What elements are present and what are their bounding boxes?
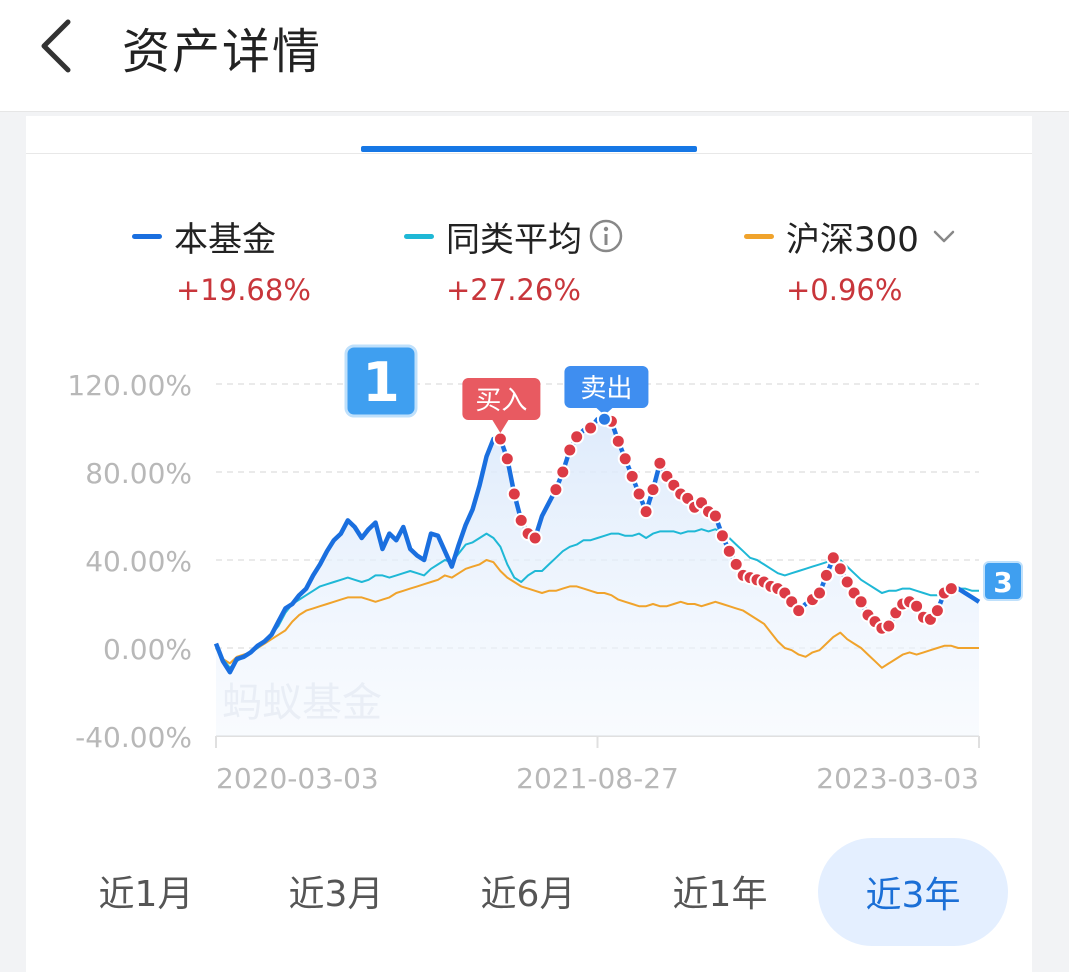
- trade-dot: [610, 433, 626, 449]
- trade-dot: [832, 561, 848, 577]
- trade-dot: [617, 451, 633, 467]
- series-line-hs300: [215, 559, 979, 669]
- trade-dot: [909, 598, 925, 614]
- active-tab-indicator[interactable]: [361, 146, 697, 152]
- period-selector: 近1月 近3月 近6月 近1年 近3年: [26, 836, 1032, 946]
- badge-1-bg: [344, 344, 418, 418]
- trade-dot: [638, 504, 654, 520]
- chevron-down-icon[interactable]: [929, 221, 959, 251]
- trade-dot: [943, 581, 959, 597]
- badge-1-label: 1: [362, 351, 400, 414]
- trade-dot: [728, 556, 744, 572]
- trade-dot: [881, 618, 897, 634]
- trade-dot: [624, 468, 640, 484]
- trade-dot: [818, 567, 834, 583]
- buy-marker: 买入: [462, 378, 541, 433]
- y-tick-label: 0.00%: [103, 633, 192, 666]
- hs300-line-swatch: [744, 233, 774, 239]
- trade-dot: [714, 528, 730, 544]
- performance-chart[interactable]: 120.00% 80.00% 40.00% 0.00% -40.00% 2020-03-0…: [26, 116, 1032, 836]
- legend-label-category-avg: 同类平均: [446, 219, 582, 260]
- legend-value-fund: +19.68%: [176, 273, 311, 307]
- badge-3-bg: [983, 561, 1023, 601]
- series-line-category-avg: [215, 528, 979, 669]
- buy-marker-pointer: [492, 420, 509, 433]
- legend-item-hs300[interactable]: 沪深300: [744, 216, 959, 260]
- trade-dot: [527, 530, 543, 546]
- tab-strip: [26, 116, 1032, 154]
- trade-dot: [562, 442, 578, 458]
- trade-dot: [555, 464, 571, 480]
- badge-3-label: 3: [993, 566, 1012, 599]
- period-1y-button[interactable]: 近1年: [672, 874, 768, 915]
- sell-marker-pointer: [596, 408, 613, 416]
- sell-marker-bg: [564, 366, 649, 408]
- x-tick-label: 2023-03-03: [816, 762, 979, 795]
- sell-marker: 卖出: [564, 366, 649, 427]
- trade-dot: [506, 486, 522, 502]
- period-1m-button[interactable]: 近1月: [98, 874, 194, 915]
- period-3y-button[interactable]: 近3年: [818, 838, 1008, 946]
- page-title: 资产详情: [122, 24, 323, 80]
- category-avg-line-swatch: [404, 233, 434, 239]
- period-3m-button[interactable]: 近3月: [288, 874, 384, 915]
- trade-dot: [812, 585, 827, 601]
- trade-dot: [791, 603, 807, 619]
- y-tick-label: 80.00%: [85, 457, 192, 490]
- legend-value-hs300: +0.96%: [786, 273, 903, 307]
- fund-area: [216, 419, 979, 736]
- asset-chart-card: 本基金 +19.68% 同类平均 +27.26% 沪深300 +0.96% 12…: [26, 116, 1032, 972]
- x-tick-label: 2021-08-27: [516, 762, 679, 795]
- x-tick-label: 2020-03-03: [216, 762, 379, 795]
- trade-dot: [721, 543, 737, 559]
- trade-dot: [492, 431, 508, 447]
- trade-dot: [652, 455, 668, 471]
- y-tick-label: 40.00%: [85, 545, 192, 578]
- sell-point: [596, 411, 612, 427]
- legend-label-fund: 本基金: [174, 219, 276, 260]
- trade-dot: [631, 486, 647, 502]
- trade-dot: [707, 508, 723, 524]
- sell-marker-label: 卖出: [580, 374, 632, 404]
- period-6m-button[interactable]: 近6月: [480, 874, 576, 915]
- buy-marker-label: 买入: [475, 386, 527, 416]
- trade-dot: [645, 482, 661, 498]
- legend-label-hs300: 沪深300: [786, 219, 919, 260]
- trade-dot: [499, 451, 515, 467]
- trade-dot: [569, 429, 585, 445]
- fund-line-swatch: [132, 233, 162, 239]
- trade-dot: [513, 512, 529, 528]
- trade-dot: [839, 574, 855, 590]
- legend-item-fund[interactable]: 本基金: [132, 216, 276, 260]
- trade-dot: [548, 482, 564, 498]
- trade-dot: [583, 420, 599, 436]
- back-arrow-icon[interactable]: [30, 14, 86, 74]
- buy-marker-bg: [462, 378, 541, 420]
- legend-item-category-avg[interactable]: 同类平均: [404, 216, 624, 260]
- y-tick-label: -40.00%: [75, 721, 192, 754]
- legend-value-category-avg: +27.26%: [446, 273, 581, 307]
- top-bar: 资产详情: [0, 0, 1069, 112]
- badge-3-icon: 3: [983, 561, 1023, 601]
- trade-dot: [825, 550, 841, 566]
- y-tick-label: 120.00%: [67, 369, 192, 402]
- badge-1-icon: 1: [344, 344, 418, 418]
- trade-dot: [929, 603, 945, 619]
- trade-dot: [853, 594, 869, 610]
- info-icon[interactable]: [588, 218, 624, 254]
